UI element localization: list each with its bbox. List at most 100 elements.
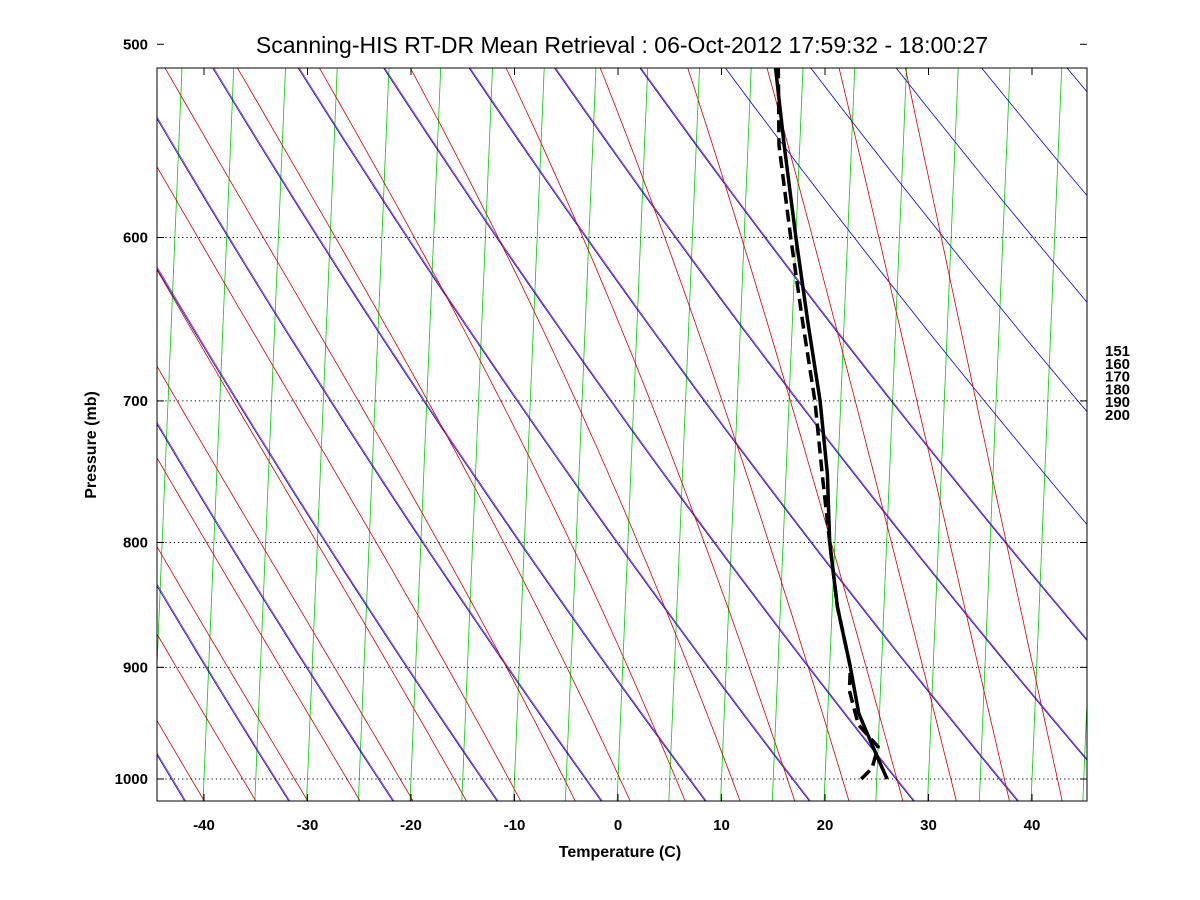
dry-adiabat-line xyxy=(297,68,810,801)
x-tick-label: -20 xyxy=(400,817,422,834)
moist-adiabat-line xyxy=(157,166,522,801)
dry-adiabat-line xyxy=(157,267,498,801)
moist-adiabat-line xyxy=(157,633,257,801)
x-tick-label: 0 xyxy=(614,817,622,834)
x-tick-label: 40 xyxy=(1024,817,1041,834)
moist-adiabat-line xyxy=(318,68,686,801)
dry-adiabat-line xyxy=(157,754,186,801)
dry-adiabat-line xyxy=(157,585,290,801)
pressure-grid xyxy=(157,237,1087,780)
moist-adiabat-line xyxy=(157,457,361,801)
side-label: 151 xyxy=(1105,343,1130,360)
dry-adiabat-line xyxy=(0,0,1200,880)
dry-adiabat-line xyxy=(157,423,394,801)
side-label: 190 xyxy=(1105,394,1130,411)
moist-adiabat-line xyxy=(766,68,957,801)
pseudo-adiabat-line xyxy=(157,583,291,801)
y-axis-ticks: 5060708090100200300400500600700800900100… xyxy=(115,36,1087,788)
moist-adiabat-line xyxy=(157,545,309,801)
background-lines xyxy=(0,0,1200,880)
dry-adiabat-line xyxy=(1066,68,1087,93)
dry-adiabat-line xyxy=(724,68,1087,526)
dry-adiabat-line xyxy=(0,0,127,880)
dry-adiabat-line xyxy=(157,117,602,801)
moist-adiabat-line xyxy=(505,68,796,801)
isotherm-line xyxy=(771,68,804,801)
isotherm-line xyxy=(875,68,907,801)
pseudo-adiabat-line xyxy=(213,68,707,801)
isotherm-line xyxy=(96,0,242,880)
isotherm-line xyxy=(254,68,286,801)
isotherm-line xyxy=(202,68,235,801)
isotherm-line xyxy=(1082,691,1087,801)
moist-adiabat-line xyxy=(157,719,205,801)
isotherm-line xyxy=(157,68,183,675)
side-label: 170 xyxy=(1105,369,1130,386)
y-tick-label: 900 xyxy=(123,659,148,676)
x-axis-ticks: -40 -30 -20 -10 0 10 20 30 40 xyxy=(193,68,1040,834)
side-label: 180 xyxy=(1105,381,1130,398)
isotherm-line xyxy=(1030,68,1063,801)
moist-adiabat-line xyxy=(164,68,576,801)
dry-adiabat-line xyxy=(639,68,1087,642)
dewpoint-profile xyxy=(776,68,881,781)
isotherm-line xyxy=(513,68,545,801)
y-tick-label: 600 xyxy=(123,230,148,247)
y-axis-label: Pressure (mb) xyxy=(83,391,100,499)
profiles xyxy=(773,68,889,781)
pseudo-adiabat-line xyxy=(384,68,916,801)
isotherm-line xyxy=(409,68,442,801)
x-axis-label: Temperature (C) xyxy=(559,844,681,861)
dry-adiabat-line xyxy=(895,68,1087,303)
moist-adiabat-line xyxy=(157,269,467,801)
side-label: 160 xyxy=(1105,356,1130,373)
moist-adiabat-line xyxy=(904,68,1063,801)
plot-frame xyxy=(156,67,1088,802)
dry-adiabat-line xyxy=(0,0,20,880)
isotherm-line xyxy=(0,0,138,880)
temperature-profile xyxy=(773,68,889,780)
x-tick-label: -40 xyxy=(193,817,215,834)
x-tick-label: -10 xyxy=(504,817,526,834)
pseudo-adiabat-line xyxy=(0,0,21,880)
x-tick-label: -30 xyxy=(297,817,319,834)
dry-adiabat-line xyxy=(0,0,1200,880)
side-label: 200 xyxy=(1105,407,1130,424)
isotherm-line xyxy=(0,0,35,880)
moist-adiabat-line xyxy=(838,68,1010,801)
moist-adiabat-line xyxy=(687,68,904,801)
isotherm-line xyxy=(978,68,1011,801)
pseudo-adiabat-line xyxy=(157,266,499,801)
isotherm-line xyxy=(823,68,856,801)
pseudo-adiabat-line xyxy=(469,68,1020,801)
isotherm-line xyxy=(306,68,338,801)
dry-adiabat-line xyxy=(810,68,1087,413)
dry-adiabat-line xyxy=(554,68,1087,761)
pseudo-adiabat-line xyxy=(298,68,811,801)
pseudo-adiabat-line xyxy=(157,116,603,801)
isotherm-line xyxy=(564,68,597,801)
isotherm-line xyxy=(45,0,191,880)
dry-adiabat-line xyxy=(0,0,1200,880)
isotherm-line xyxy=(720,68,752,801)
dry-adiabat-line xyxy=(981,68,1087,197)
dry-adiabat-line xyxy=(0,0,1200,880)
y-tick-label: 700 xyxy=(123,393,148,410)
x-tick-label: 30 xyxy=(920,817,937,834)
isotherm-line xyxy=(668,68,700,801)
moist-adiabat-line xyxy=(237,68,631,801)
dry-adiabat-line xyxy=(383,68,914,801)
moist-adiabat-line xyxy=(409,68,741,801)
y-tick-label: 800 xyxy=(123,534,148,551)
pseudo-adiabat-line xyxy=(157,752,187,801)
x-tick-label: 10 xyxy=(713,817,730,834)
y-tick-label: 1000 xyxy=(115,771,148,788)
y-tick-label: 500 xyxy=(123,36,148,53)
pseudo-adiabat-line xyxy=(640,68,1087,640)
dry-adiabat-line xyxy=(0,0,1200,880)
isotherm-line xyxy=(357,68,390,801)
pseudo-adiabat-line xyxy=(555,68,1087,760)
moist-adiabat-line xyxy=(599,68,850,801)
